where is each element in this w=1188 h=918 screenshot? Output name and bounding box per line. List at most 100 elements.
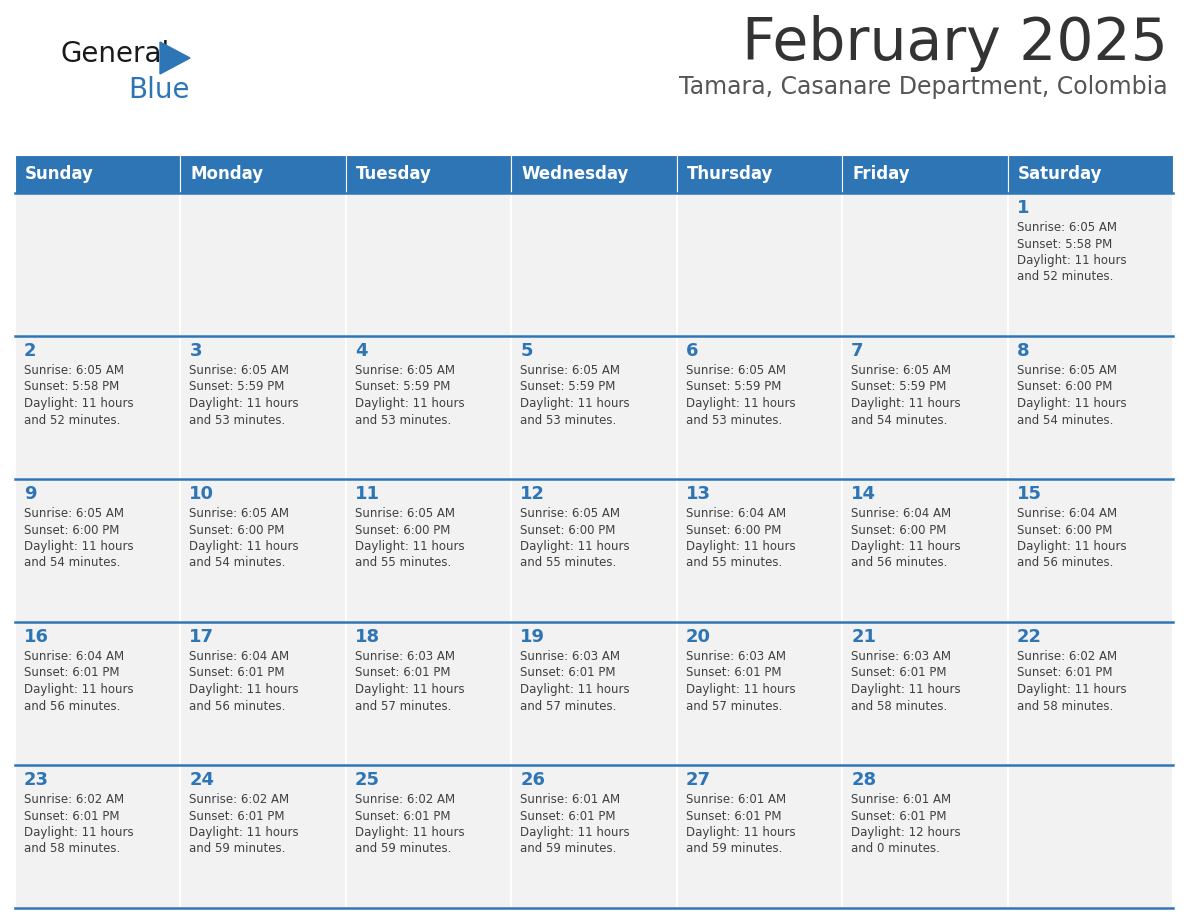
Text: Sunrise: 6:03 AM: Sunrise: 6:03 AM — [520, 650, 620, 663]
Bar — [842, 765, 1007, 908]
Text: Sunrise: 6:04 AM: Sunrise: 6:04 AM — [1017, 507, 1117, 520]
Text: Daylight: 11 hours: Daylight: 11 hours — [189, 397, 299, 410]
Text: 27: 27 — [685, 771, 710, 789]
Text: Blue: Blue — [128, 76, 190, 104]
Text: Sunset: 5:59 PM: Sunset: 5:59 PM — [685, 380, 781, 394]
Text: Daylight: 11 hours: Daylight: 11 hours — [189, 683, 299, 696]
Text: Sunrise: 6:03 AM: Sunrise: 6:03 AM — [851, 650, 952, 663]
Text: 13: 13 — [685, 485, 710, 503]
Text: Daylight: 11 hours: Daylight: 11 hours — [520, 826, 630, 839]
Text: Sunrise: 6:02 AM: Sunrise: 6:02 AM — [1017, 650, 1117, 663]
Bar — [842, 193, 1007, 336]
Text: Sunset: 6:01 PM: Sunset: 6:01 PM — [851, 810, 947, 823]
Text: and 53 minutes.: and 53 minutes. — [520, 413, 617, 427]
Bar — [1007, 479, 1173, 622]
Text: Sunset: 5:58 PM: Sunset: 5:58 PM — [1017, 238, 1112, 251]
Text: Sunset: 5:59 PM: Sunset: 5:59 PM — [851, 380, 947, 394]
Text: Sunrise: 6:05 AM: Sunrise: 6:05 AM — [355, 364, 455, 377]
Text: Sunrise: 6:05 AM: Sunrise: 6:05 AM — [1017, 364, 1117, 377]
Text: Sunset: 5:59 PM: Sunset: 5:59 PM — [189, 380, 285, 394]
Text: and 55 minutes.: and 55 minutes. — [520, 556, 617, 569]
Text: Sunset: 6:01 PM: Sunset: 6:01 PM — [685, 666, 782, 679]
Bar — [511, 622, 677, 765]
Text: Daylight: 11 hours: Daylight: 11 hours — [520, 540, 630, 553]
Text: Daylight: 11 hours: Daylight: 11 hours — [685, 540, 795, 553]
Bar — [181, 336, 346, 479]
Text: Tuesday: Tuesday — [356, 165, 431, 183]
Text: Sunset: 6:00 PM: Sunset: 6:00 PM — [189, 523, 285, 536]
Text: Daylight: 11 hours: Daylight: 11 hours — [685, 683, 795, 696]
Bar — [511, 479, 677, 622]
Text: Sunrise: 6:05 AM: Sunrise: 6:05 AM — [520, 507, 620, 520]
Text: Daylight: 11 hours: Daylight: 11 hours — [355, 683, 465, 696]
Text: and 57 minutes.: and 57 minutes. — [520, 700, 617, 712]
Text: Sunset: 6:01 PM: Sunset: 6:01 PM — [355, 810, 450, 823]
Text: and 56 minutes.: and 56 minutes. — [851, 556, 948, 569]
Text: Daylight: 11 hours: Daylight: 11 hours — [24, 826, 133, 839]
Text: Sunset: 6:00 PM: Sunset: 6:00 PM — [685, 523, 781, 536]
Text: Sunrise: 6:02 AM: Sunrise: 6:02 AM — [189, 793, 290, 806]
Text: Sunset: 6:01 PM: Sunset: 6:01 PM — [189, 810, 285, 823]
Text: Sunrise: 6:02 AM: Sunrise: 6:02 AM — [24, 793, 124, 806]
Text: Sunset: 5:59 PM: Sunset: 5:59 PM — [355, 380, 450, 394]
Text: 12: 12 — [520, 485, 545, 503]
Bar — [181, 765, 346, 908]
Bar — [346, 155, 511, 193]
Text: Sunset: 6:01 PM: Sunset: 6:01 PM — [685, 810, 782, 823]
Text: 15: 15 — [1017, 485, 1042, 503]
Text: and 59 minutes.: and 59 minutes. — [355, 843, 451, 856]
Text: and 57 minutes.: and 57 minutes. — [355, 700, 451, 712]
Text: Sunrise: 6:04 AM: Sunrise: 6:04 AM — [851, 507, 952, 520]
Text: 4: 4 — [355, 342, 367, 360]
Text: Sunrise: 6:03 AM: Sunrise: 6:03 AM — [355, 650, 455, 663]
Text: Sunset: 6:01 PM: Sunset: 6:01 PM — [1017, 666, 1112, 679]
Bar — [511, 155, 677, 193]
Bar — [842, 622, 1007, 765]
Text: Daylight: 11 hours: Daylight: 11 hours — [685, 397, 795, 410]
Text: Daylight: 11 hours: Daylight: 11 hours — [355, 540, 465, 553]
Text: Sunset: 6:01 PM: Sunset: 6:01 PM — [355, 666, 450, 679]
Bar — [842, 479, 1007, 622]
Bar — [842, 336, 1007, 479]
Text: Tamara, Casanare Department, Colombia: Tamara, Casanare Department, Colombia — [680, 75, 1168, 99]
Text: Sunset: 6:01 PM: Sunset: 6:01 PM — [24, 810, 120, 823]
Bar — [1007, 336, 1173, 479]
Bar — [346, 336, 511, 479]
Bar — [511, 336, 677, 479]
Text: Daylight: 11 hours: Daylight: 11 hours — [851, 540, 961, 553]
Bar — [15, 765, 181, 908]
Text: Daylight: 11 hours: Daylight: 11 hours — [520, 397, 630, 410]
Bar — [15, 622, 181, 765]
Text: Daylight: 11 hours: Daylight: 11 hours — [1017, 683, 1126, 696]
Text: Monday: Monday — [190, 165, 264, 183]
Text: 2: 2 — [24, 342, 37, 360]
Bar — [181, 479, 346, 622]
Text: Sunset: 6:00 PM: Sunset: 6:00 PM — [1017, 523, 1112, 536]
Text: and 56 minutes.: and 56 minutes. — [1017, 556, 1113, 569]
Bar — [346, 479, 511, 622]
Text: Daylight: 11 hours: Daylight: 11 hours — [851, 397, 961, 410]
Bar — [677, 336, 842, 479]
Bar — [181, 155, 346, 193]
Bar — [1007, 765, 1173, 908]
Text: 24: 24 — [189, 771, 214, 789]
Text: Sunset: 5:59 PM: Sunset: 5:59 PM — [520, 380, 615, 394]
Text: Sunday: Sunday — [25, 165, 94, 183]
Text: Sunrise: 6:05 AM: Sunrise: 6:05 AM — [685, 364, 785, 377]
Text: Daylight: 11 hours: Daylight: 11 hours — [355, 397, 465, 410]
Text: Sunset: 6:01 PM: Sunset: 6:01 PM — [520, 666, 615, 679]
Text: 8: 8 — [1017, 342, 1029, 360]
Bar — [181, 622, 346, 765]
Text: Sunset: 6:01 PM: Sunset: 6:01 PM — [851, 666, 947, 679]
Text: 26: 26 — [520, 771, 545, 789]
Text: 16: 16 — [24, 628, 49, 646]
Text: Daylight: 11 hours: Daylight: 11 hours — [24, 397, 133, 410]
Text: and 54 minutes.: and 54 minutes. — [1017, 413, 1113, 427]
Text: 25: 25 — [355, 771, 380, 789]
Bar — [346, 193, 511, 336]
Text: and 58 minutes.: and 58 minutes. — [851, 700, 947, 712]
Text: Daylight: 11 hours: Daylight: 11 hours — [24, 683, 133, 696]
Text: Sunrise: 6:04 AM: Sunrise: 6:04 AM — [189, 650, 290, 663]
Text: Sunrise: 6:01 AM: Sunrise: 6:01 AM — [520, 793, 620, 806]
Bar — [1007, 155, 1173, 193]
